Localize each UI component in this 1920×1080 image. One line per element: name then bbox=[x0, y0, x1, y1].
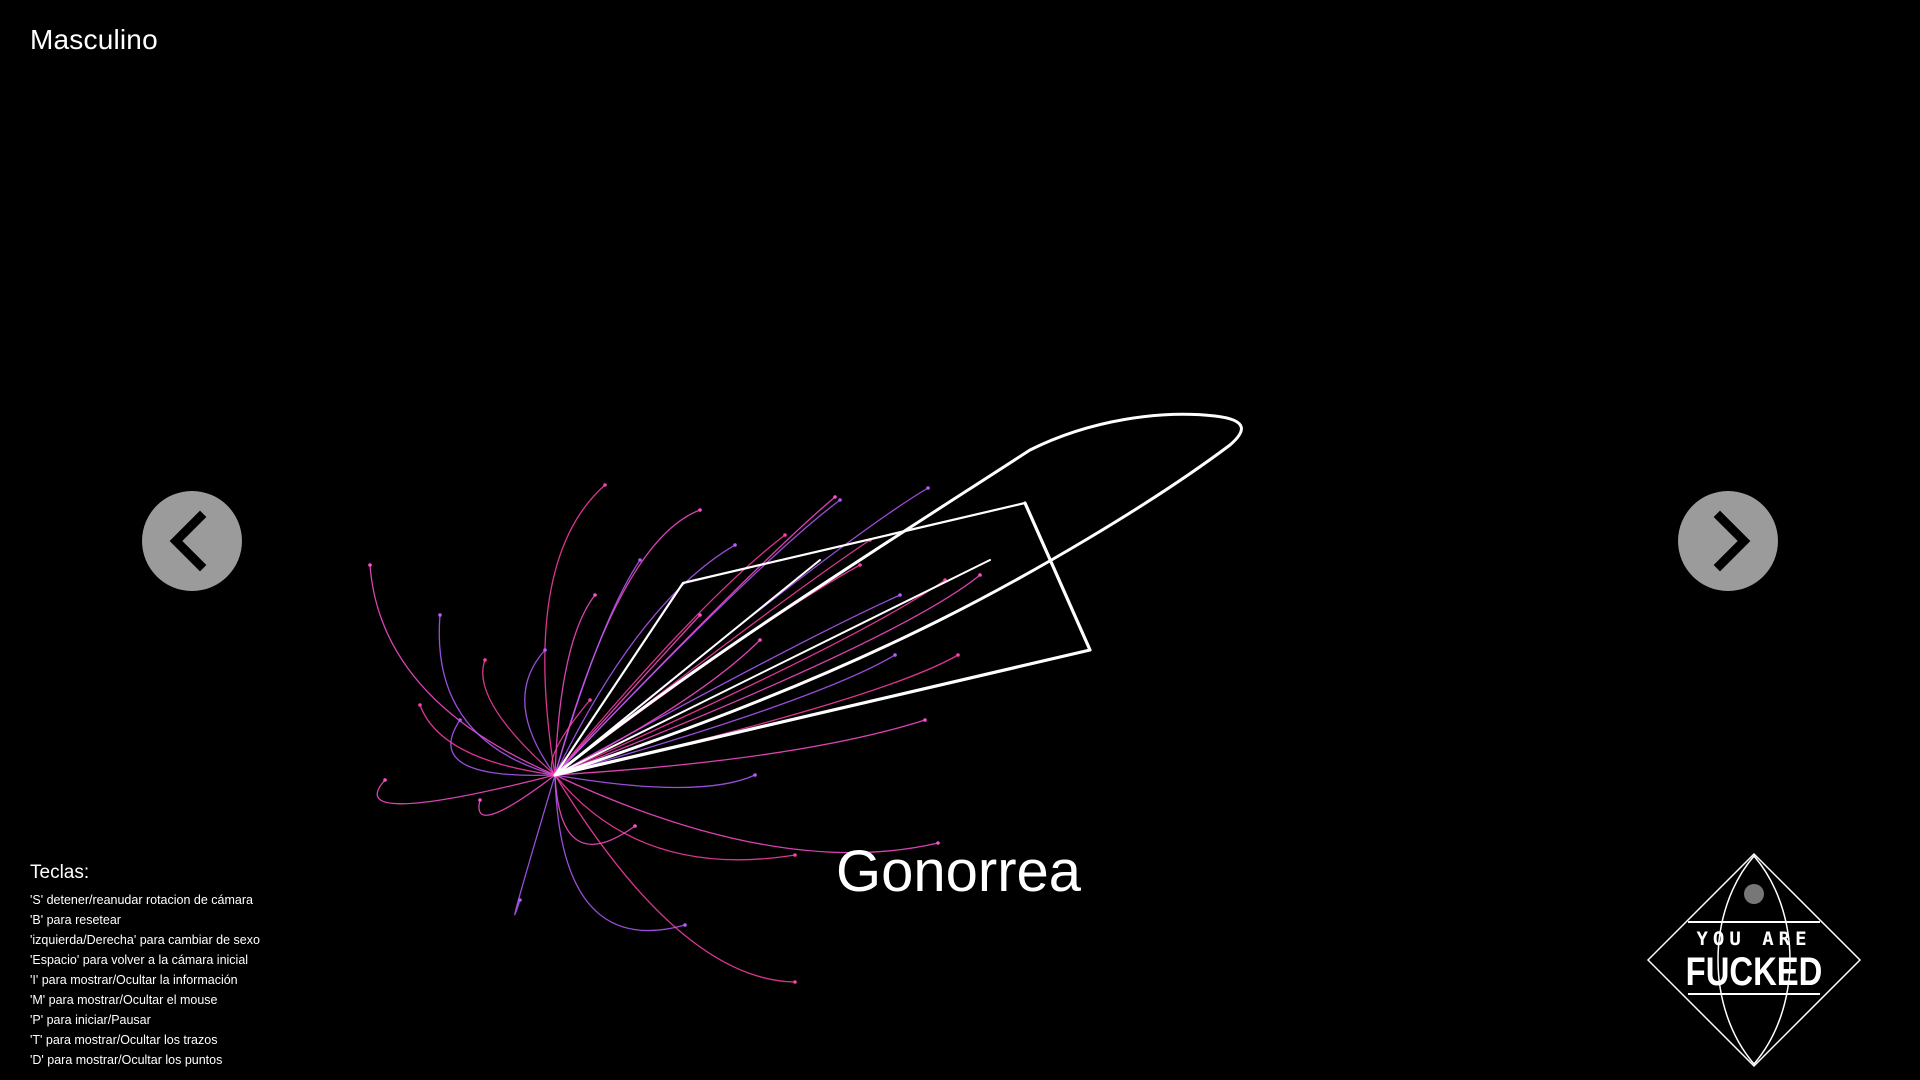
particle-point bbox=[936, 841, 940, 845]
particle-point bbox=[593, 593, 597, 597]
particle-trail bbox=[554, 774, 636, 845]
particle-trail bbox=[554, 774, 939, 854]
disease-name: Gonorrea bbox=[836, 839, 1082, 904]
key-hint: 'D' para mostrar/Ocultar los puntos bbox=[30, 1053, 223, 1067]
particle-trail bbox=[554, 559, 641, 776]
particle-trail bbox=[554, 594, 596, 776]
particle-trail bbox=[419, 704, 556, 776]
particle-point bbox=[638, 558, 642, 562]
chevron-right-icon bbox=[1713, 510, 1751, 572]
key-hint: 'T' para mostrar/Ocultar los trazos bbox=[30, 1033, 218, 1047]
particle-trail bbox=[478, 774, 556, 816]
key-hint: 'B' para resetear bbox=[30, 913, 121, 927]
particle-point bbox=[956, 653, 960, 657]
wireframe-edge-1 bbox=[553, 501, 1027, 777]
particle-point bbox=[683, 923, 687, 927]
particle-point bbox=[633, 824, 637, 828]
particle-point bbox=[793, 853, 797, 857]
particle-point bbox=[698, 613, 702, 617]
particle-point bbox=[543, 648, 547, 652]
particle-trail bbox=[554, 564, 861, 776]
particle-point bbox=[753, 773, 757, 777]
particle-point bbox=[926, 486, 930, 490]
particle-point bbox=[518, 898, 522, 902]
particle-trail bbox=[554, 639, 761, 776]
wireframe-edge-2 bbox=[553, 501, 1092, 777]
particle-point bbox=[418, 703, 422, 707]
particle-trail bbox=[554, 579, 946, 776]
particle-trails bbox=[368, 483, 982, 984]
particle-point bbox=[783, 533, 787, 537]
particle-trail bbox=[524, 649, 556, 776]
particle-point bbox=[838, 498, 842, 502]
logo-main-text: FUCKED bbox=[1685, 950, 1823, 994]
wireframe-loop bbox=[553, 412, 1243, 777]
particle-point bbox=[698, 508, 702, 512]
particle-point bbox=[368, 563, 372, 567]
chevron-left-icon bbox=[169, 510, 207, 572]
particle-point bbox=[458, 718, 462, 722]
particle-point bbox=[603, 483, 607, 487]
particle-point bbox=[483, 658, 487, 662]
particle-point bbox=[383, 778, 387, 782]
particle-point bbox=[858, 563, 862, 567]
previous-sex-button[interactable] bbox=[142, 491, 242, 591]
particle-trail bbox=[554, 774, 756, 789]
next-sex-button[interactable] bbox=[1678, 491, 1778, 591]
particle-trail bbox=[482, 659, 556, 776]
particle-point bbox=[898, 593, 902, 597]
logo-top-text: YOU ARE bbox=[1696, 928, 1812, 950]
wireframe-edge-4 bbox=[554, 559, 991, 776]
particle-trail bbox=[554, 544, 736, 776]
particle-trail bbox=[554, 534, 786, 776]
key-hint: 'I' para mostrar/Ocultar la información bbox=[30, 973, 238, 987]
particle-trail bbox=[369, 564, 556, 776]
particle-trail bbox=[514, 774, 556, 916]
sex-label: Masculino bbox=[30, 24, 158, 55]
particle-trail bbox=[438, 614, 556, 776]
particle-trail bbox=[376, 774, 556, 805]
particle-trail bbox=[550, 699, 591, 776]
wireframe-shape bbox=[553, 412, 1243, 777]
particle-point bbox=[893, 653, 897, 657]
particle-point bbox=[758, 638, 762, 642]
key-hint: 'Espacio' para volver a la cámara inicia… bbox=[30, 953, 249, 967]
particle-point bbox=[833, 495, 837, 499]
particle-trail bbox=[554, 774, 686, 932]
particle-trail bbox=[554, 594, 901, 776]
wireframe-edge-3 bbox=[554, 559, 821, 776]
logo-emblem bbox=[1646, 852, 1862, 1068]
key-hint: 'P' para iniciar/Pausar bbox=[30, 1013, 151, 1027]
particle-trail bbox=[554, 774, 796, 983]
particle-trail bbox=[450, 719, 556, 777]
particle-point bbox=[588, 698, 592, 702]
particle-point bbox=[478, 798, 482, 802]
particle-trail bbox=[544, 484, 606, 776]
key-hint: 'izquierda/Derecha' para cambiar de sexo bbox=[30, 933, 260, 947]
particle-trail bbox=[554, 654, 896, 776]
particle-point bbox=[438, 613, 442, 617]
keys-list: 'S' detener/reanudar rotacion de cámara … bbox=[30, 890, 350, 1070]
particle-point bbox=[923, 718, 927, 722]
keyboard-help-panel: Teclas: 'S' detener/reanudar rotacion de… bbox=[30, 862, 350, 1070]
particle-point bbox=[733, 543, 737, 547]
key-hint: 'M' para mostrar/Ocultar el mouse bbox=[30, 993, 218, 1007]
particle-trail bbox=[554, 774, 796, 861]
key-hint: 'S' detener/reanudar rotacion de cámara bbox=[30, 893, 253, 907]
particle-point bbox=[978, 573, 982, 577]
particle-trail bbox=[554, 614, 701, 776]
particle-trail bbox=[554, 499, 841, 776]
particle-point bbox=[793, 980, 797, 984]
keys-title: Teclas: bbox=[30, 862, 90, 883]
brand-logo: YOU ARE FUCKED bbox=[1646, 852, 1862, 1068]
particle-trail bbox=[554, 574, 981, 776]
particle-trail bbox=[554, 719, 926, 776]
